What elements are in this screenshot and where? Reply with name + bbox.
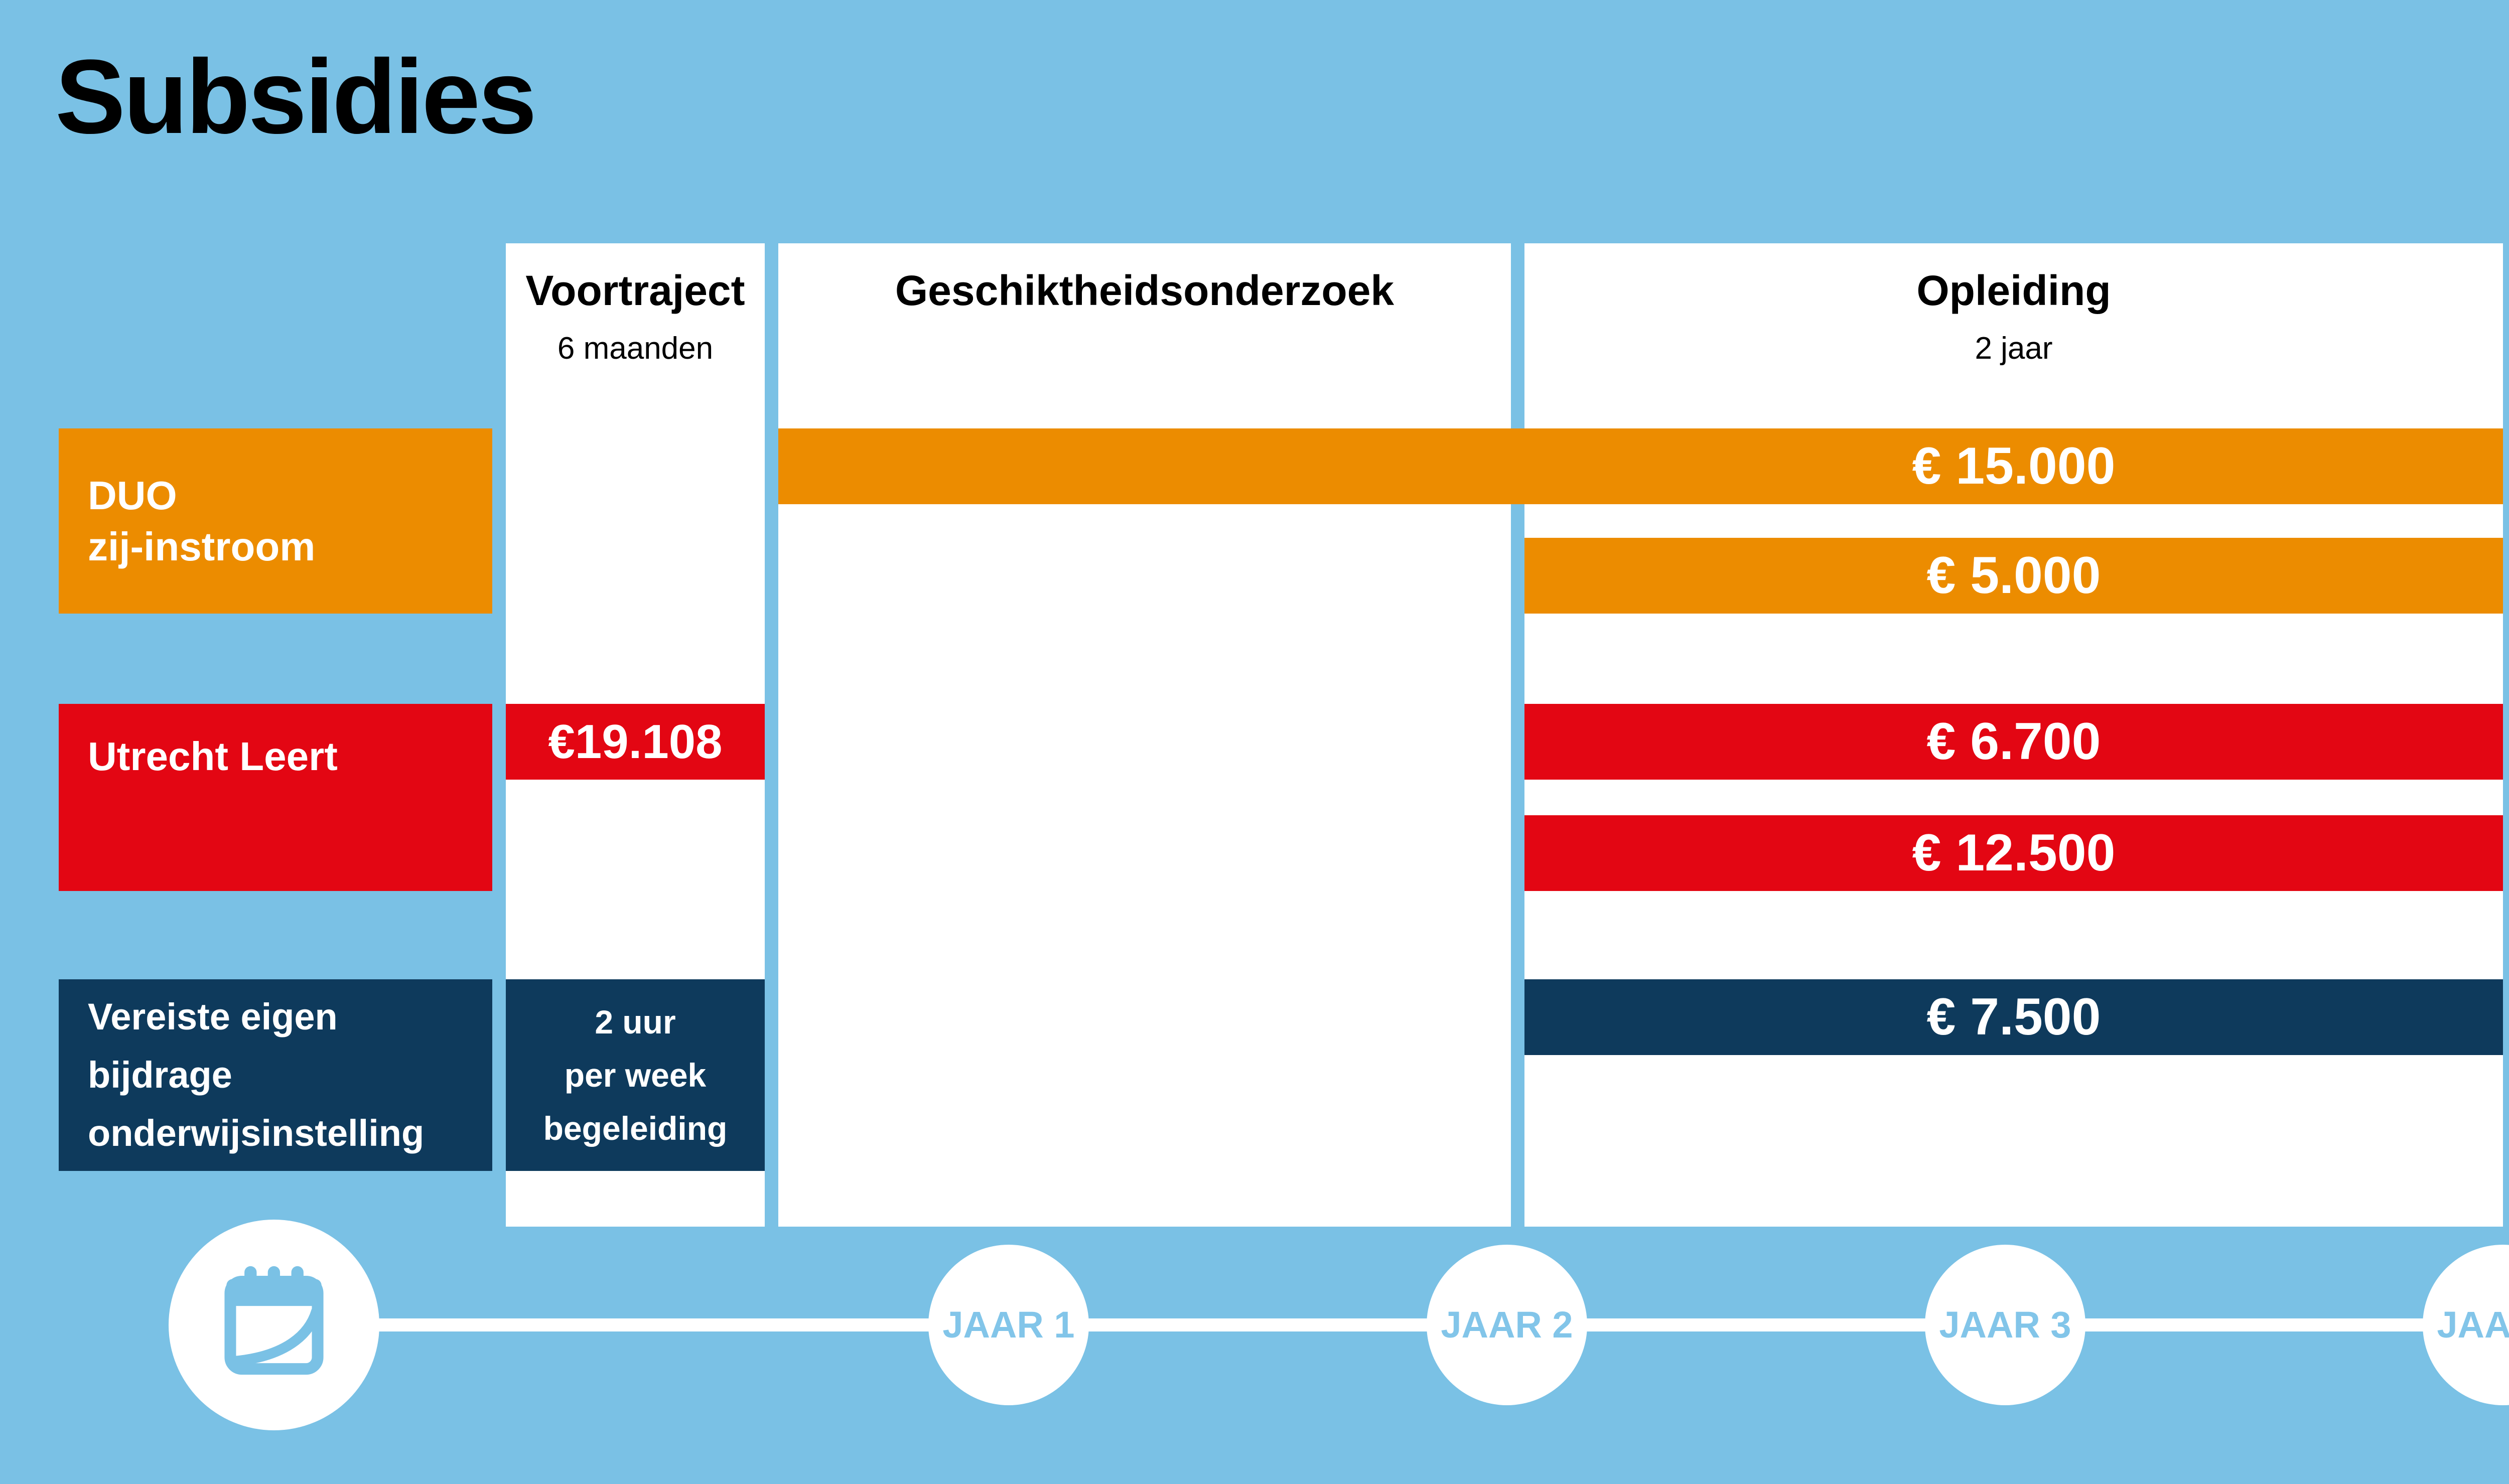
year-label-1: JAAR 1	[942, 1304, 1075, 1346]
bar-duo-15000-label: € 15.000	[1912, 437, 2116, 495]
year-circle-3: JAAR 3	[1925, 1245, 2085, 1405]
source-box-utrecht-leert: Utrecht Leert	[59, 704, 492, 891]
bar-duo-15000: € 15.000	[778, 428, 2503, 504]
year-label-2: JAAR 2	[1441, 1304, 1573, 1346]
bar-utrecht-6700: € 6.700	[1524, 704, 2503, 780]
begeleiding-line1: 2 uur	[595, 1003, 676, 1041]
timeline-line	[274, 1318, 2503, 1331]
year-label-4: JAAR 4	[2437, 1304, 2509, 1346]
year-label-3: JAAR 3	[1939, 1304, 2071, 1346]
year-circle-2: JAAR 2	[1427, 1245, 1587, 1405]
box-eigen-begeleiding: 2 uur per week begeleiding	[506, 979, 765, 1171]
phase-label-geschiktheidsonderzoek: Geschiktheidsonderzoek	[895, 267, 1395, 314]
phase-label-opleiding: Opleiding	[1916, 267, 2111, 314]
source-utrecht-label: Utrecht Leert	[88, 734, 338, 779]
source-eigen-line3: onderwijsinstelling	[88, 1112, 425, 1154]
source-box-eigen-bijdrage: Vereiste eigen bijdrage onderwijsinstell…	[59, 979, 492, 1171]
year-circle-4: JAAR 4	[2423, 1245, 2509, 1405]
source-eigen-line1: Vereiste eigen	[88, 996, 338, 1037]
begeleiding-line2: per week	[564, 1057, 707, 1094]
phase-label-voortraject: Voortraject	[525, 267, 745, 314]
calendar-circle	[169, 1220, 379, 1430]
phase-duration-voortraject: 6 maanden	[557, 331, 714, 366]
source-duo-line1: DUO	[88, 473, 177, 518]
phase-column-geschiktheidsonderzoek: Geschiktheidsonderzoek	[778, 243, 1511, 1227]
source-duo-line2: zij-instroom	[88, 524, 316, 569]
phase-duration-opleiding: 2 jaar	[1975, 331, 2053, 366]
bar-duo-5000-label: € 5.000	[1926, 546, 2101, 605]
bar-utrecht-12500: € 12.500	[1524, 815, 2503, 891]
begeleiding-line3: begeleiding	[543, 1110, 728, 1147]
year-circle-1: JAAR 1	[928, 1245, 1089, 1405]
bar-eigen-7500-label: € 7.500	[1926, 988, 2101, 1046]
bar-utrecht-12500-label: € 12.500	[1912, 824, 2116, 882]
source-box-duo-zij-instroom: DUO zij-instroom	[59, 428, 492, 614]
bar-utrecht-19108: €19.108	[506, 704, 765, 780]
calendar-icon	[210, 1260, 338, 1391]
bar-utrecht-19108-label: €19.108	[548, 715, 723, 769]
source-eigen-line2: bijdrage	[88, 1054, 232, 1096]
page-title: Subsidies	[55, 38, 537, 156]
bar-duo-5000: € 5.000	[1524, 538, 2503, 614]
bar-utrecht-6700-label: € 6.700	[1926, 712, 2101, 771]
bar-eigen-7500: € 7.500	[1524, 979, 2503, 1055]
